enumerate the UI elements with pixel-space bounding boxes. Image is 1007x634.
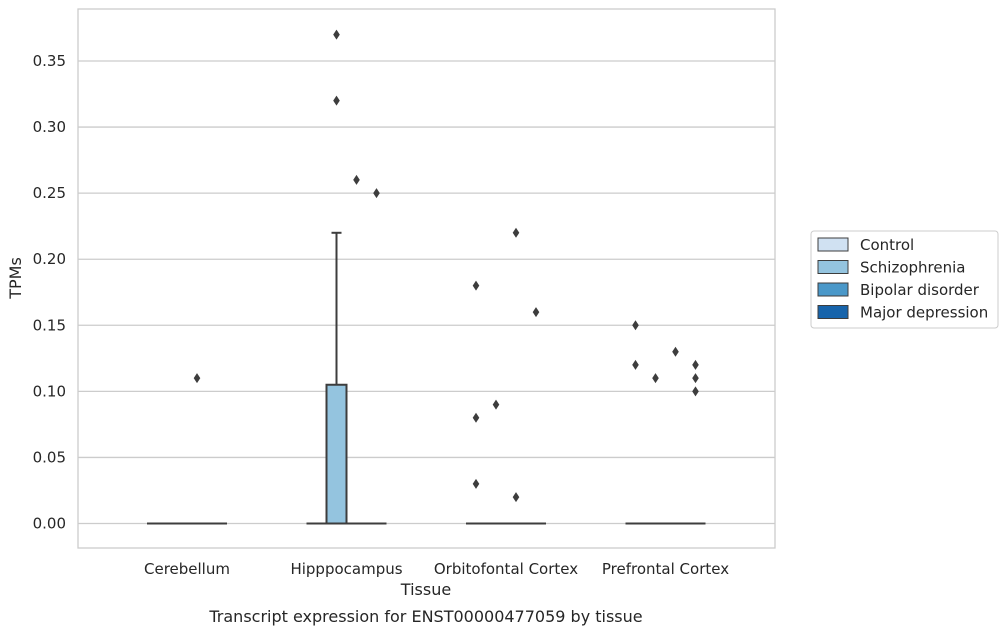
outlier-point [512,492,520,503]
legend-swatch [817,237,849,252]
outlier-point [692,386,699,397]
x-tick-label: Orbitofontal Cortex [434,560,578,578]
y-tick-label: 0.25 [33,184,66,202]
y-tick-label: 0.15 [33,316,66,334]
outlier-point [472,478,480,489]
x-tick-label: Prefrontal Cortex [602,560,729,578]
outlier-point [632,359,639,370]
legend-label: Bipolar disorder [860,281,980,299]
plot-background [78,9,775,548]
outlier-point [672,346,679,357]
legend-swatch [817,282,849,297]
outlier-point [692,373,699,384]
outlier-point [373,188,380,199]
box [325,383,348,525]
legend-frame [810,230,999,329]
outlier-point [532,307,540,318]
outlier-point [632,320,639,331]
x-tick-label: Cerebellum [144,560,230,578]
y-tick-labels: 0.00 0.05 0.10 0.15 0.20 0.25 0.30 0.35 [33,52,66,533]
outlier-point [512,227,520,238]
outlier-point [492,399,500,410]
outlier-point [652,373,659,384]
legend: Control Schizophrenia Bipolar disorder Majo… [810,230,999,329]
outlier-point [333,95,340,106]
x-axis-label: Tissue [400,580,451,599]
legend-swatch [817,305,849,319]
x-tick-label: Hipppocampus [290,560,402,578]
legend-label: Control [860,236,914,254]
chart-caption: Transcript expression for ENST0000047705… [208,607,642,626]
gridlines [78,60,775,525]
legend-label: Major depression [860,304,988,322]
outlier-point [353,174,360,185]
y-tick-label: 0.00 [33,515,66,533]
y-tick-label: 0.20 [33,250,66,268]
y-tick-label: 0.05 [33,448,66,466]
outlier-point [193,373,201,384]
y-tick-label: 0.10 [33,382,66,400]
y-axis-label: TPMs [6,257,25,300]
outlier-point [472,412,480,423]
outlier-point [333,29,340,40]
boxes [147,231,706,525]
outlier-point [692,359,699,370]
plot-frame [77,8,776,549]
x-tick-labels: Cerebellum Hipppocampus Orbitofontal Corte… [144,560,729,578]
outlier-point [472,280,480,291]
y-tick-label: 0.35 [33,52,66,70]
y-tick-label: 0.30 [33,118,66,136]
legend-swatch [817,260,849,274]
outliers [193,29,699,503]
legend-label: Schizophrenia [860,259,965,277]
